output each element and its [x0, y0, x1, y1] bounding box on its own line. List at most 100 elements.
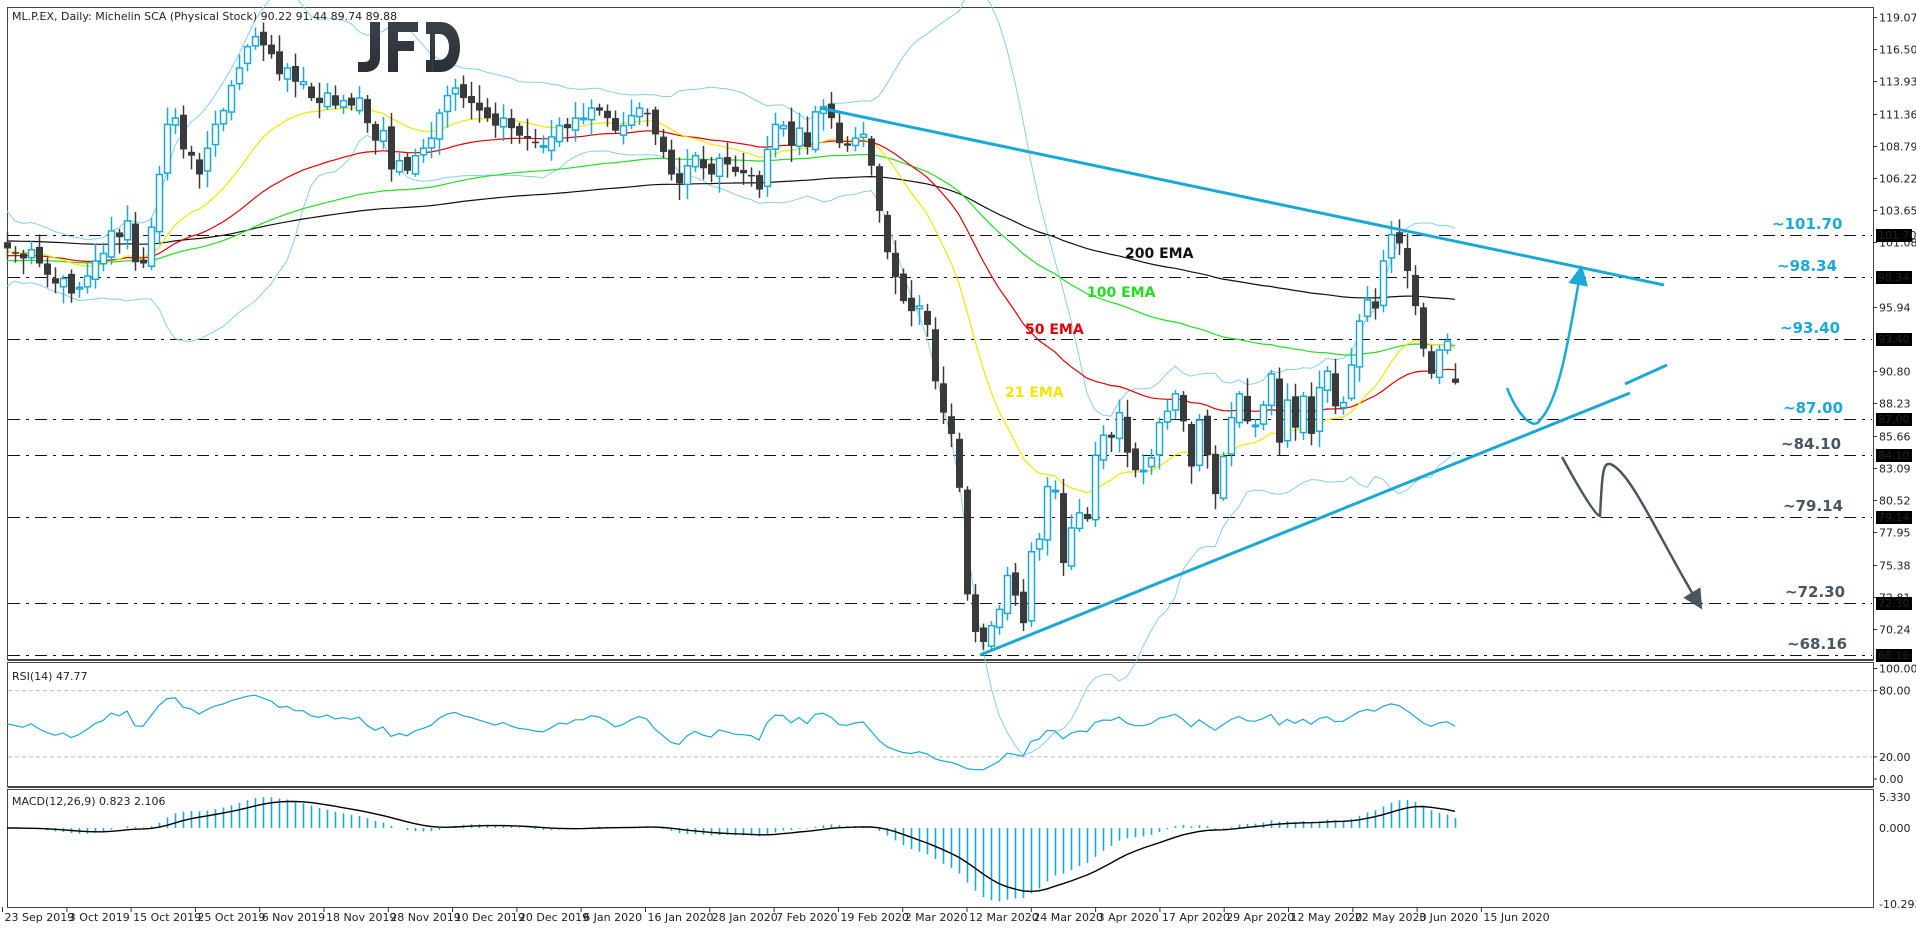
candle	[836, 113, 843, 149]
candle	[516, 122, 523, 144]
price-marker	[1876, 597, 1912, 610]
candle	[1012, 562, 1019, 606]
candle	[1315, 370, 1324, 448]
price-tick-label: 106.22	[1879, 173, 1916, 186]
price-tick-label: 95.94	[1879, 302, 1911, 315]
date-tick-label: 7 Feb 2020	[776, 911, 837, 924]
date-tick-label: 3 Oct 2019	[69, 911, 130, 924]
candle	[276, 35, 283, 81]
price-marker-label: 72.30	[1878, 597, 1910, 610]
candle	[1091, 441, 1100, 527]
level-labels: ~101.70 ~98.34 ~93.40 ~87.00 ~84.10 ~79.14 ~72…	[1772, 215, 1847, 653]
price-marker	[1876, 229, 1912, 242]
candle	[1435, 344, 1444, 384]
candle	[1051, 480, 1060, 500]
candle	[492, 102, 499, 138]
price-tick-label: 103.65	[1879, 205, 1916, 218]
candle	[147, 217, 156, 271]
candle	[1283, 383, 1292, 448]
candle	[203, 131, 212, 188]
candle	[596, 103, 603, 116]
candle	[1108, 431, 1115, 453]
candle	[283, 63, 292, 93]
price-marker	[1876, 649, 1912, 662]
candle	[1003, 566, 1012, 621]
candle	[364, 94, 371, 133]
date-tick-label: 15 Jun 2020	[1483, 911, 1549, 924]
candle	[932, 317, 939, 390]
candle	[683, 149, 692, 200]
date-tick-label: 28 Jan 2020	[712, 911, 778, 924]
candle	[27, 241, 36, 265]
date-tick-label: 24 Mar 2020	[1033, 911, 1103, 924]
candle	[564, 118, 571, 142]
price-tick-label: 85.66	[1879, 431, 1911, 444]
candle	[243, 44, 252, 72]
candle	[964, 486, 971, 601]
date-tick-label: 6 Jan 2020	[583, 911, 642, 924]
candle	[435, 108, 444, 155]
candle	[868, 135, 875, 176]
candle	[612, 110, 619, 134]
price-tick-label: 108.79	[1879, 141, 1916, 154]
candle	[1115, 399, 1124, 453]
candle	[892, 240, 899, 295]
price-tick-label: 119.07	[1879, 12, 1916, 25]
candle	[292, 53, 299, 98]
price-tick-label: 111.36	[1879, 109, 1916, 122]
candle	[44, 257, 51, 288]
candle	[484, 98, 491, 122]
candle	[83, 263, 92, 294]
price-tick-label: 113.93	[1879, 76, 1916, 89]
candle	[1227, 402, 1236, 467]
candle	[339, 94, 348, 115]
candle	[660, 128, 667, 158]
candle	[859, 121, 868, 148]
candle	[851, 127, 860, 152]
candle	[604, 104, 611, 127]
candle	[1443, 333, 1452, 355]
candle	[819, 99, 828, 131]
trendlines	[819, 106, 1668, 657]
candle	[235, 54, 244, 91]
ema-label: 21 EMA	[1005, 385, 1064, 401]
price-marker	[1876, 333, 1912, 346]
jfd-logo	[358, 22, 460, 72]
candle	[740, 152, 747, 185]
candle	[804, 116, 811, 155]
candle	[404, 153, 411, 175]
candle	[116, 228, 123, 254]
candle	[1099, 425, 1108, 470]
candle	[1452, 363, 1459, 385]
candle	[260, 22, 267, 62]
macd-signal-line	[7, 800, 1456, 893]
scenario-arrows	[1505, 265, 1703, 610]
price-marker	[1876, 271, 1912, 284]
price-marker-label: 101.70	[1878, 229, 1916, 242]
candle	[251, 27, 260, 50]
price-marker-label: 87.00	[1878, 413, 1910, 426]
candle	[724, 142, 731, 178]
candle	[1124, 399, 1131, 468]
ema-label: 100 EMA	[1087, 285, 1156, 301]
candle	[52, 267, 59, 294]
date-tick-label: 28 Nov 2019	[390, 911, 460, 924]
rsi-line	[6, 694, 1456, 771]
rsi-tick-label: 20.00	[1879, 751, 1911, 764]
rsi-label: RSI(14) 47.77	[12, 670, 87, 683]
price-tick-label: 88.23	[1879, 398, 1911, 411]
candle	[1251, 419, 1260, 438]
candle	[355, 86, 364, 115]
candle	[532, 128, 539, 149]
candle	[956, 432, 963, 493]
candle	[140, 247, 147, 269]
candle	[332, 85, 339, 110]
candle	[924, 303, 931, 337]
date-tick-label: 20 Dec 2019	[519, 911, 589, 924]
candle	[1339, 396, 1348, 415]
date-tick-label: 12 May 2020	[1291, 911, 1363, 924]
candle	[788, 107, 795, 163]
ema50-line	[6, 130, 1456, 413]
ema21-line	[6, 106, 1456, 494]
